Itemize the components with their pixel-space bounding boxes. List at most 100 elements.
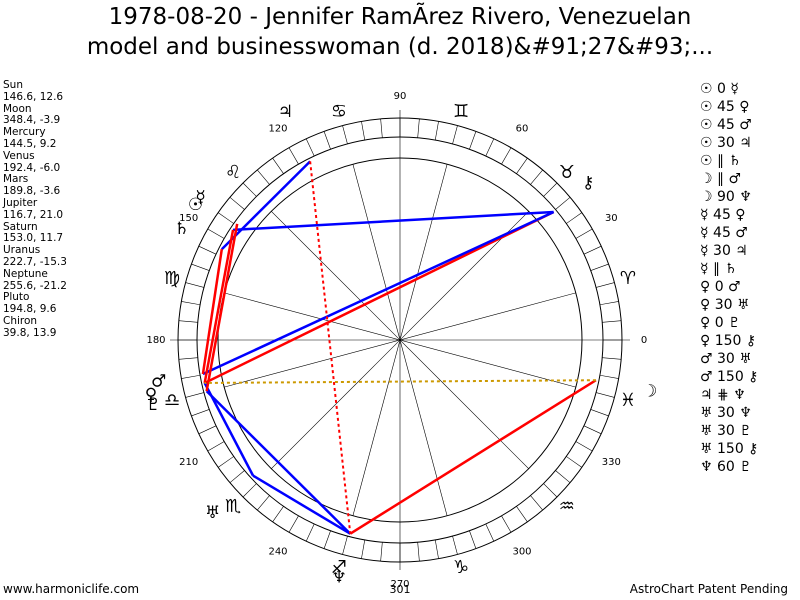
planet-list: Sun 146.6, 12.6 Moon 348.4, -3.9 Mercury 144.… xyxy=(3,79,67,340)
aspect-entry: ♀ 0 ♇ xyxy=(700,315,741,331)
aspect-line xyxy=(220,160,312,251)
title-line: model and businesswoman (d. 2018)&#91;27… xyxy=(86,34,714,60)
ring-tick xyxy=(342,536,348,555)
degree-label: 240 xyxy=(268,546,287,557)
ring-tick xyxy=(501,147,512,165)
degree-label: 270 xyxy=(390,579,409,590)
planet-coords: 192.4, -6.0 xyxy=(3,161,61,174)
planet-coords: 194.8, 9.6 xyxy=(3,303,57,316)
ring-tick xyxy=(242,483,257,498)
aspect-entry: ☉ 0 ☿ xyxy=(700,81,739,97)
aspect-list: ☉ 0 ☿ ☉ 45 ♀ ☉ 45 ♂ ☉ 30 ♃ ☉ ∥ ♄ ☽ ∥ ♂ ☽ 90 ♆ ☿… xyxy=(700,80,758,476)
planet-glyph: ♅ xyxy=(205,503,220,523)
sign-glyph: ♋ xyxy=(331,101,347,122)
ring-tick xyxy=(217,212,234,224)
planet-glyph: ⚷ xyxy=(582,173,594,193)
sign-glyph: ♐ xyxy=(331,557,347,578)
ring-tick xyxy=(417,542,420,562)
planet-coords: 144.5, 9.2 xyxy=(3,137,57,150)
ring-tick xyxy=(501,515,512,533)
sign-glyph: ♍ xyxy=(164,268,180,289)
ring-tick xyxy=(434,539,439,559)
footer-right: AstroChart Patent Pending xyxy=(629,582,788,596)
ring-tick xyxy=(380,118,383,138)
aspect-entry: ♅ 30 ♆ xyxy=(700,405,752,421)
planet-glyph: ☽ xyxy=(642,381,657,401)
ring-tick xyxy=(207,228,225,239)
aspect-entry: ☽ 90 ♆ xyxy=(700,189,752,205)
degree-label: 210 xyxy=(179,457,198,468)
planet-name: Mars xyxy=(3,173,29,186)
aspect-entry: ♃ ⋕ ♆ xyxy=(700,387,746,403)
ring-tick xyxy=(485,138,495,157)
planet-name: Jupiter xyxy=(3,196,38,209)
ring-tick xyxy=(452,536,458,555)
planet-coords: 255.6, -21.2 xyxy=(3,279,67,292)
sign-glyph: ♓ xyxy=(620,390,636,411)
ring-tick xyxy=(178,320,198,323)
ring-tick xyxy=(590,263,609,271)
aspect-entry: ♆ 60 ♇ xyxy=(700,459,752,475)
planet-coords: 222.7, -15.3 xyxy=(3,255,67,268)
ring-tick xyxy=(555,197,571,210)
footer-left: www.harmoniclife.com xyxy=(3,582,140,596)
ring-tick xyxy=(530,495,543,511)
ring-tick xyxy=(599,374,619,379)
ring-tick xyxy=(566,456,583,468)
planet-glyph: ♄ xyxy=(174,219,189,239)
ring-tick xyxy=(485,523,495,542)
planet-name: Uranus xyxy=(3,244,41,257)
aspect-line xyxy=(203,382,255,477)
aspect-line xyxy=(349,379,597,535)
aspect-entry: ☿ 45 ♂ xyxy=(700,225,748,241)
planet-glyph: ♀ xyxy=(145,385,157,405)
sign-glyph: ♑ xyxy=(453,557,469,578)
title-line: 1978-08-20 - Jennifer RamÃrez Rivero, Ve… xyxy=(108,4,692,30)
ring-tick xyxy=(566,212,583,224)
aspect-entry: ♀ 30 ♅ xyxy=(700,297,750,313)
aspect-entry: ☽ ∥ ♂ xyxy=(700,171,742,187)
ring-tick xyxy=(185,282,204,288)
ring-tick xyxy=(229,197,245,210)
degree-label: 90 xyxy=(394,91,407,102)
ring-tick xyxy=(434,121,439,141)
ring-tick xyxy=(596,392,615,398)
planet-name: Venus xyxy=(3,149,35,162)
ring-tick xyxy=(272,157,284,174)
ring-tick xyxy=(543,483,558,498)
aspect-line xyxy=(205,223,239,392)
ring-tick xyxy=(198,245,217,255)
ring-tick xyxy=(590,409,609,417)
aspect-line xyxy=(203,229,235,384)
planet-name: Pluto xyxy=(3,291,30,304)
planet-coords: 153.0, 11.7 xyxy=(3,232,64,245)
degree-label: 60 xyxy=(516,124,529,135)
ring-tick xyxy=(288,147,299,165)
ring-tick xyxy=(361,121,366,141)
ring-tick xyxy=(602,320,622,323)
sign-glyph: ♎ xyxy=(164,390,180,411)
aspect-entry: ☿ 30 ♃ xyxy=(700,243,748,259)
planet-coords: 348.4, -3.9 xyxy=(3,114,61,127)
bottom-label: 301 xyxy=(390,583,411,596)
aspect-entry: ♂ 150 ⚷ xyxy=(700,369,759,385)
aspect-line xyxy=(202,210,555,376)
ring-tick xyxy=(198,425,217,435)
ring-tick xyxy=(361,539,366,559)
ring-tick xyxy=(469,530,477,549)
degree-label: 30 xyxy=(605,213,618,224)
aspect-entry: ☉ 30 ♃ xyxy=(700,135,752,151)
ring-tick xyxy=(599,301,619,306)
aspect-entry: ♂ 30 ♅ xyxy=(700,351,752,367)
aspect-entry: ♅ 150 ⚷ xyxy=(700,441,759,457)
planet-glyph: ☿ xyxy=(195,188,205,208)
planet-glyph: ☉ xyxy=(188,195,203,215)
aspect-line xyxy=(204,210,555,385)
aspect-line xyxy=(201,249,224,375)
planet-coords: 189.8, -3.6 xyxy=(3,185,61,198)
planet-coords: 39.8, 13.9 xyxy=(3,326,57,339)
planet-name: Saturn xyxy=(3,220,38,233)
ring-tick xyxy=(305,523,315,542)
ring-tick xyxy=(257,495,270,511)
